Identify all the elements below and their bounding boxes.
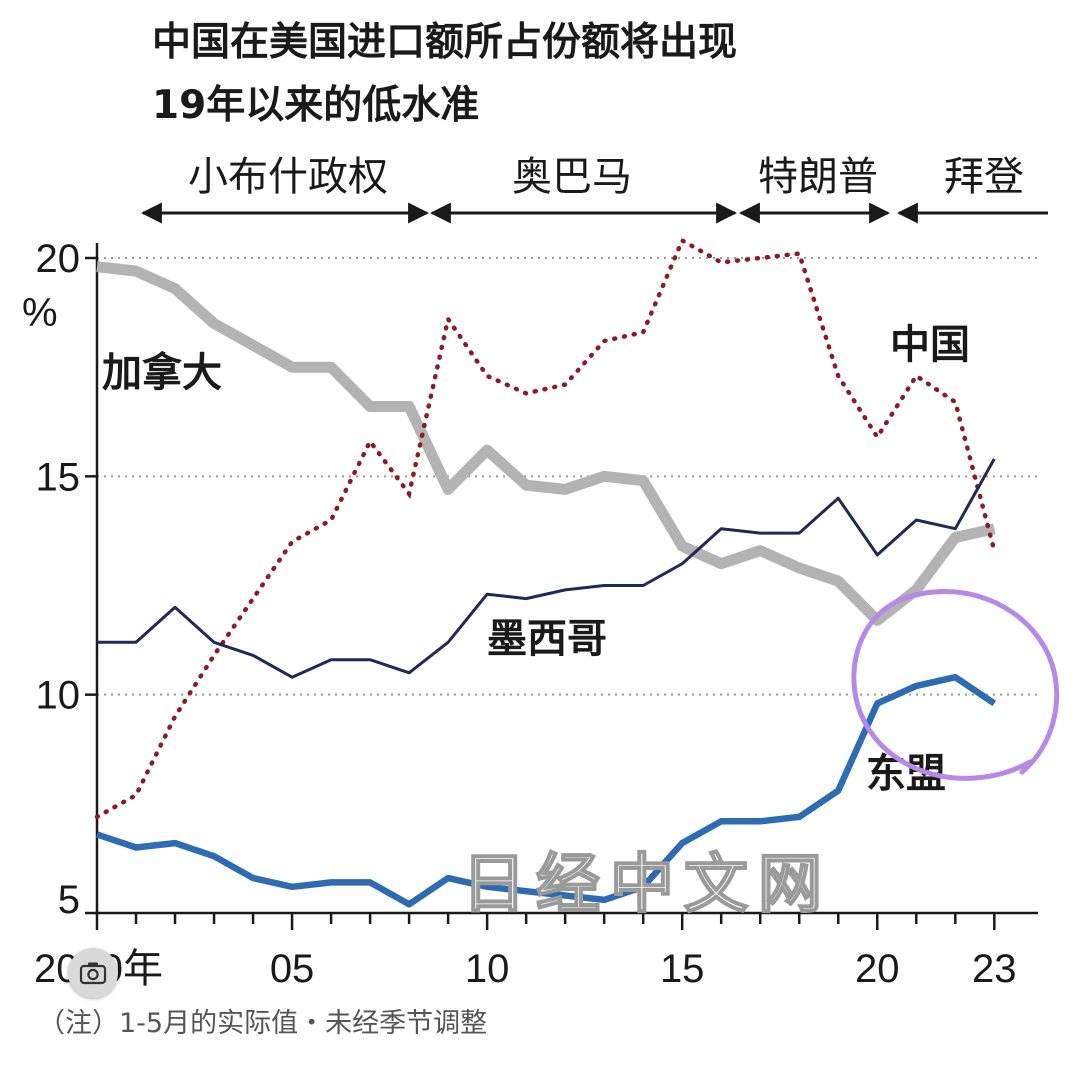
y-tick-label: 10	[36, 674, 81, 718]
x-tick-label: 15	[660, 947, 705, 991]
era-label: 拜登	[944, 154, 1024, 200]
era-label: 奥巴马	[512, 154, 632, 200]
y-tick-label: 5	[58, 878, 80, 922]
series-line-mexico	[97, 458, 996, 679]
x-axis-ticks: 2000年0510152023	[34, 913, 1017, 991]
x-tick-label: 23	[972, 947, 1017, 991]
series-label-canada: 加拿大	[102, 350, 222, 396]
camera-search-button[interactable]	[68, 948, 118, 998]
series-line-canada	[96, 261, 996, 626]
watermark-nikkei: 日经中文网	[462, 848, 832, 922]
y-axis-unit: %	[22, 291, 58, 335]
footnote: （注）1-5月的实际值・未经季节调整	[38, 1008, 487, 1039]
series-label-mexico: 墨西哥	[487, 616, 607, 662]
y-axis-ticks: 5 10 15 20	[36, 237, 97, 922]
series-line-asean	[95, 673, 997, 908]
x-tick-label: 20	[855, 947, 900, 991]
presidential-era-band: 小布什政权 奥巴马 特朗普 拜登	[140, 154, 1048, 224]
y-tick-label: 15	[36, 455, 81, 499]
chart-title-line-1: 中国在美国进口额所占份额将出现	[152, 20, 737, 65]
highlight-circle	[851, 588, 1060, 781]
series-label-china: 中国	[890, 322, 970, 368]
series-layer	[94, 237, 997, 908]
series-line-china	[94, 237, 997, 820]
x-tick-label: 05	[270, 947, 315, 991]
era-label: 特朗普	[758, 154, 878, 200]
era-label: 小布什政权	[188, 154, 388, 200]
gridlines	[97, 257, 1040, 696]
camera-search-icon	[79, 962, 107, 985]
chart-title-line-2: 19年以来的低水准	[152, 83, 479, 128]
x-tick-label: 10	[465, 947, 510, 991]
y-tick-label: 20	[36, 237, 81, 281]
